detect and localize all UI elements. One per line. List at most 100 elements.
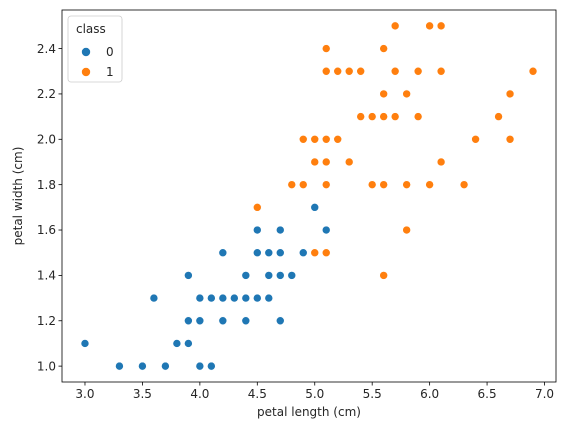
point-class-0-21 [253, 293, 262, 303]
point-class-1-21 [379, 271, 388, 280]
point-class-0-3 [161, 361, 170, 371]
point-class-0-25 [264, 271, 274, 280]
point-class-1-3 [298, 134, 308, 144]
point-class-1-17 [356, 112, 365, 121]
y-tick-label-7: 2.4 [37, 42, 56, 56]
point-class-1-6 [310, 134, 320, 144]
legend-marker-1 [81, 67, 91, 77]
point-class-0-18 [241, 316, 251, 326]
y-axis-ticks: 1.0 1.2 1.4 1.6 1.8 2.0 2.2 2.4 [37, 42, 62, 373]
point-class-1-36 [436, 157, 446, 167]
point-class-1-20 [367, 112, 377, 121]
point-class-1-31 [402, 89, 411, 99]
point-class-0-22 [253, 248, 262, 258]
y-axis-label: petal width (cm) [11, 147, 25, 246]
point-class-0-32 [298, 248, 308, 258]
point-class-1-10 [321, 134, 331, 144]
point-class-0-33 [310, 203, 320, 212]
point-class-0-16 [218, 248, 228, 258]
point-class-1-41 [494, 112, 503, 121]
point-class-0-10 [184, 271, 193, 280]
point-class-0-15 [218, 293, 228, 303]
point-class-1-28 [390, 21, 400, 31]
point-class-1-33 [413, 66, 423, 76]
y-tick-label-2: 1.4 [37, 269, 56, 283]
point-class-1-2 [298, 180, 308, 189]
point-class-0-4 [195, 361, 205, 371]
point-class-1-13 [333, 134, 343, 144]
point-class-1-25 [379, 44, 388, 53]
point-class-0-20 [241, 271, 251, 280]
legend-box [67, 15, 123, 83]
point-class-1-40 [471, 134, 480, 144]
point-class-1-26 [390, 112, 400, 121]
point-class-0-2 [138, 361, 147, 371]
point-class-0-9 [184, 316, 193, 326]
point-class-1-30 [402, 180, 411, 189]
point-class-0-34 [321, 225, 331, 235]
point-class-1-44 [528, 66, 538, 76]
point-class-1-8 [321, 180, 331, 189]
x-tick-label-1: 3.5 [133, 387, 152, 401]
legend-label-0: 0 [106, 45, 114, 59]
point-class-0-5 [207, 361, 216, 371]
x-tick-label-0: 3.0 [75, 387, 94, 401]
legend-entries: 01 [81, 45, 114, 79]
y-tick-label-5: 2.0 [37, 132, 56, 146]
point-class-0-19 [241, 293, 251, 303]
point-class-1-37 [436, 66, 446, 76]
x-axis-label: petal length (cm) [257, 405, 361, 419]
legend: class 01 [67, 15, 123, 83]
y-tick-label-0: 1.0 [37, 359, 56, 373]
point-class-1-9 [321, 157, 331, 167]
point-class-1-43 [505, 89, 515, 99]
legend-marker-0 [81, 47, 91, 57]
x-tick-label-4: 5.0 [305, 387, 324, 401]
point-class-1-27 [390, 66, 400, 76]
point-class-0-11 [195, 316, 205, 326]
point-class-1-14 [333, 66, 343, 76]
point-class-0-7 [172, 339, 182, 348]
point-class-1-35 [425, 21, 434, 31]
point-class-0-17 [230, 293, 239, 303]
y-tick-label-4: 1.8 [37, 178, 56, 192]
legend-title: class [76, 22, 106, 36]
point-class-1-12 [321, 44, 331, 53]
point-class-0-12 [195, 293, 205, 303]
point-class-0-14 [218, 316, 228, 326]
point-class-1-39 [459, 180, 469, 189]
point-class-1-5 [310, 157, 320, 167]
point-class-0-13 [207, 293, 216, 303]
point-class-1-7 [321, 248, 331, 258]
point-class-1-38 [436, 21, 446, 31]
point-class-1-0 [253, 203, 262, 212]
x-tick-label-2: 4.0 [190, 387, 209, 401]
point-class-0-6 [149, 293, 159, 303]
point-class-0-28 [275, 271, 285, 280]
x-tick-label-5: 5.5 [363, 387, 382, 401]
legend-label-1: 1 [106, 65, 114, 79]
x-tick-label-3: 4.5 [248, 387, 267, 401]
point-class-1-22 [379, 180, 388, 189]
point-class-1-29 [402, 225, 411, 235]
point-class-1-19 [367, 180, 377, 189]
point-class-0-8 [184, 339, 193, 348]
point-class-0-24 [264, 293, 274, 303]
point-class-1-18 [356, 66, 365, 76]
point-class-1-23 [379, 112, 388, 121]
point-class-0-31 [287, 271, 297, 280]
x-tick-label-8: 7.0 [535, 387, 554, 401]
point-class-0-1 [115, 361, 124, 371]
point-class-1-1 [287, 180, 297, 189]
point-class-1-15 [344, 157, 354, 167]
point-class-1-16 [344, 66, 354, 76]
points-layer [80, 21, 538, 371]
x-tick-label-6: 6.0 [420, 387, 439, 401]
plot-area-frame [61, 9, 557, 383]
point-class-1-4 [310, 248, 320, 258]
point-class-0-29 [275, 248, 285, 258]
point-class-1-34 [425, 180, 434, 189]
x-tick-label-7: 6.5 [478, 387, 497, 401]
point-class-0-30 [275, 225, 285, 235]
